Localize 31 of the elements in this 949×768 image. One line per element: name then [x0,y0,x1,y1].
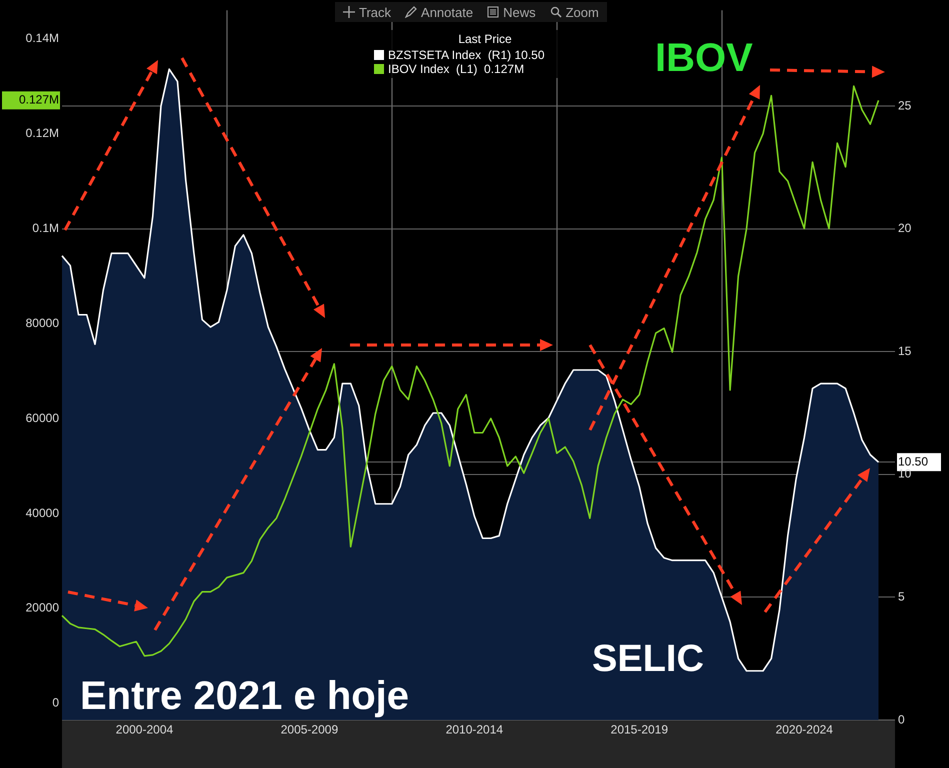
annotation: Track [359,4,392,20]
y-tick-label: 0.127M [18,92,59,107]
annotation: Zoom [566,4,599,20]
y-tick-label: 0.14M [26,31,59,45]
y-tick-label: 80000 [26,316,60,330]
y-tick-label: 40000 [26,506,60,520]
y-tick-label: 0 [52,696,60,710]
x-tick-label: 2000-2004 [116,722,174,737]
annotation: Annotate [421,4,474,20]
y-tick-label: 20000 [26,600,60,615]
annotation: News [503,4,536,20]
y2-tick-label: 25 [898,98,912,112]
y-tick-label: 0.12M [26,126,59,140]
annotation: SELIC [592,638,704,680]
x-tick-label: 2015-2019 [610,722,668,737]
legend-label: IBOV Index (L1) 0.127M [388,62,524,76]
y-tick-label: 0.1M [32,220,59,235]
y2-tick-label: 0 [898,712,905,726]
y2-tick-label: 10 [898,466,912,481]
y2-tick-label: 15 [898,344,912,358]
x-tick-label: 2005-2009 [280,722,338,737]
y-tick-label: 60000 [26,410,60,425]
y2-tick-label: 20 [898,221,912,236]
annotation: Entre 2021 e hoje [80,674,410,718]
x-tick-label: 2020-2024 [776,722,834,737]
y2-tick-label: 5 [898,590,905,604]
y2-tick-label: 10.50 [898,454,928,468]
annotation: IBOV [655,36,753,80]
x-tick-label: 2010-2014 [446,722,504,737]
legend-title: Last Price [457,32,513,46]
legend-label: BZSTSETA Index (R1) 10.50 [388,48,545,62]
